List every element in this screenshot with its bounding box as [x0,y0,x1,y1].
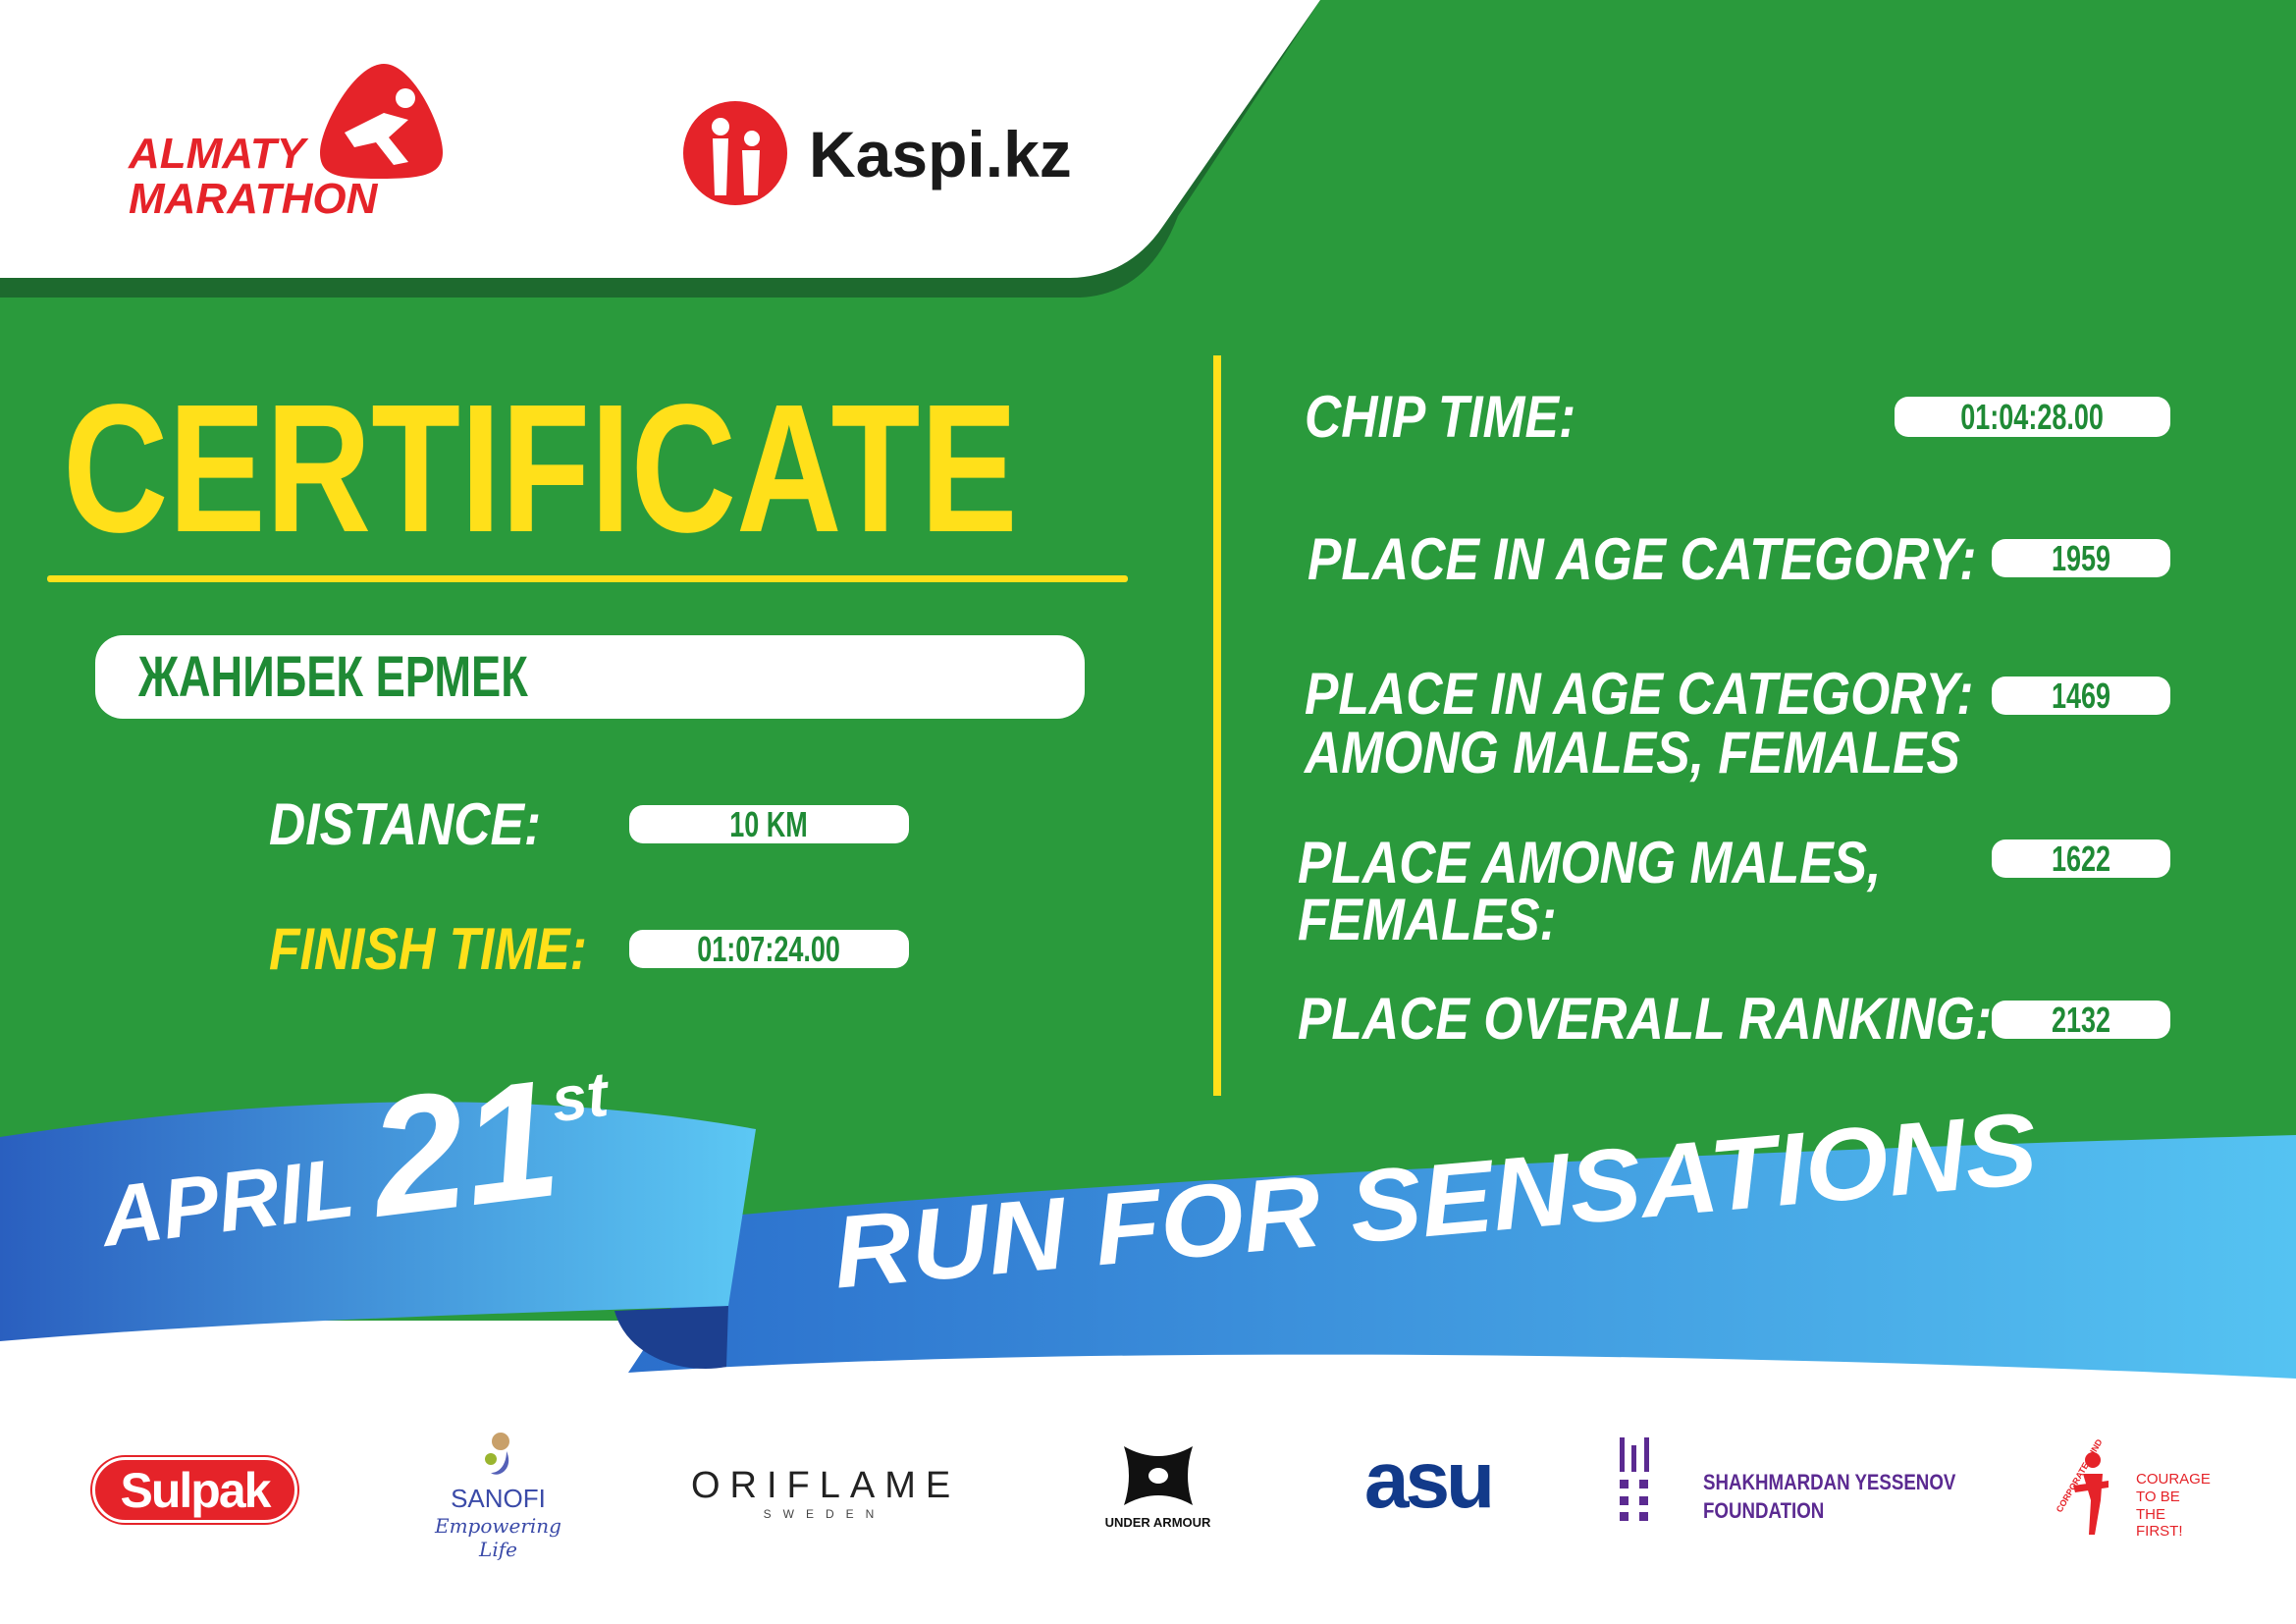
sanofi-logo: SANOFI Empowering Life [417,1430,579,1561]
age-category-value: 1959 [1992,538,2170,578]
age-gender-value: 1469 [1992,676,2170,716]
asu-logo: asu [1363,1435,1495,1525]
age-gender-label-line1: PLACE IN AGE CATEGORY: [1305,661,1974,727]
sanofi-icon [484,1433,509,1475]
distance-value: 10 KM [629,804,909,844]
kaspi-icon [683,101,787,205]
courage-fund-logo: CORPORATE FUND COURAGE TO BE THE FIRST! [2054,1436,2211,1540]
under-armour-icon [1123,1446,1193,1505]
gender-place-label-line2: FEMALES: [1298,887,1557,952]
chip-time-value: 01:04:28.00 [1895,397,2170,437]
certificate-title: CERTIFICATE [63,367,1018,570]
date-ribbon [0,1102,756,1341]
under-armour-logo: UNDER ARMOUR [1079,1441,1237,1530]
finish-time-value: 01:07:24.00 [629,929,909,969]
yessenov-foundation-logo: SHAKHMARDAN YESSENOV FOUNDATION [1618,1435,1955,1524]
age-category-label: PLACE IN AGE CATEGORY: [1308,526,1977,592]
almaty-marathon-logo: ALMATY MARATHON [129,59,453,231]
vertical-divider [1213,355,1221,1096]
runner-icon [320,64,443,179]
age-gender-label-line2: AMONG MALES, FEMALES [1305,720,1960,785]
kaspi-logo: Kaspi.kz [681,99,1072,207]
gender-place-value: 1622 [1992,839,2170,879]
overall-ranking-label: PLACE OVERALL RANKING: [1298,986,1993,1052]
distance-label: DISTANCE: [269,791,542,857]
ribbon-fold [614,1306,728,1370]
sulpak-logo: Sulpak [92,1457,297,1523]
overall-ranking-value: 2132 [1992,1000,2170,1040]
participant-name: ЖАНИБЕК ЕРМЕК [138,645,528,709]
finish-time-label: FINISH TIME: [269,916,587,982]
courage-runner-icon [2073,1452,2109,1535]
gender-place-label-line1: PLACE AMONG MALES, [1298,830,1882,895]
slogan-ribbon [628,1135,2296,1379]
oriflame-logo: ORIFLAME SWEDEN [691,1465,961,1521]
yessenov-icon [1620,1437,1649,1521]
title-underline [47,575,1128,582]
participant-name-field: ЖАНИБЕК ЕРМЕК [95,635,1085,719]
chip-time-label: CHIP TIME: [1305,384,1576,450]
